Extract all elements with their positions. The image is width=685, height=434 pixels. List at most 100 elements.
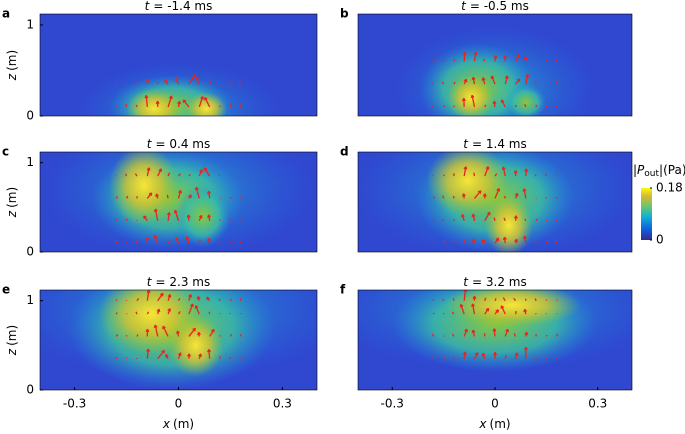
arrow-head (203, 167, 208, 171)
arrow (443, 356, 446, 360)
arrow-head (492, 328, 497, 332)
arrow-head (200, 96, 204, 100)
x-tick-label: 0.3 (273, 397, 292, 411)
y-tick-label: 0 (26, 109, 34, 123)
arrow (441, 298, 445, 302)
arrow-head (502, 236, 507, 241)
arrow-head (500, 305, 505, 309)
arrow (203, 167, 211, 177)
arrow (115, 299, 118, 302)
field (505, 84, 547, 116)
arrow-head (145, 328, 150, 333)
arrow-head (461, 97, 466, 102)
arrow (239, 241, 242, 244)
arrow-head (524, 168, 529, 172)
arrow (154, 235, 159, 244)
arrow (500, 99, 506, 108)
arrow-head (167, 294, 172, 298)
arrow (463, 52, 466, 62)
arrow (453, 81, 456, 85)
arrow (177, 173, 182, 177)
arrow (493, 217, 496, 221)
arrow-head (485, 166, 490, 170)
arrow (555, 219, 558, 222)
panel-label: c (2, 145, 9, 159)
arrow (442, 195, 445, 199)
arrow-head (173, 209, 178, 214)
x-axis-label: x (m) (162, 417, 194, 431)
arrow (229, 298, 233, 302)
arrow-head (516, 54, 520, 58)
heatmap (358, 290, 632, 390)
panel-title: t = -0.5 ms (461, 0, 529, 13)
field (443, 290, 581, 328)
arrow-head (176, 330, 180, 334)
arrow-head (461, 193, 466, 197)
title-var: t (463, 137, 469, 151)
arrow-head (196, 296, 201, 300)
arrow (442, 218, 445, 222)
arrow-head (514, 238, 518, 243)
arrow (484, 297, 487, 301)
xlabel-text: (m) (490, 417, 511, 431)
arrow (218, 298, 221, 302)
arrow (471, 95, 476, 108)
arrow (556, 174, 558, 177)
arrow-head (495, 309, 499, 313)
y-tick-label: 1 (26, 155, 34, 169)
panel-label: f (340, 283, 346, 297)
arrow-head (155, 193, 159, 197)
arrow (514, 310, 517, 315)
arrow (146, 348, 149, 359)
arrow (443, 240, 446, 244)
arrow (188, 327, 196, 337)
ylabel-text: (m) (5, 187, 19, 208)
arrow-head (206, 190, 211, 195)
arrow-head (462, 51, 467, 56)
arrow (229, 196, 232, 199)
cb-pre: | (633, 163, 637, 177)
arrow (453, 59, 456, 62)
arrow-head (195, 76, 199, 81)
arrow (188, 173, 191, 177)
arrow (545, 104, 548, 108)
arrow (229, 312, 231, 315)
arrow (494, 298, 497, 301)
arrow (555, 58, 558, 62)
panel-label: b (340, 7, 349, 21)
arrow (441, 81, 445, 85)
arrow-head (174, 77, 179, 82)
arrow-head (155, 100, 160, 105)
arrow-head (514, 192, 519, 197)
arrow (545, 240, 549, 244)
x-tick-label: -0.3 (63, 397, 86, 411)
arrow (177, 311, 181, 315)
arrow (228, 218, 231, 222)
arrow (432, 218, 435, 221)
arrow (500, 305, 506, 315)
arrow (524, 218, 527, 222)
arrow (443, 174, 445, 177)
cb-var: P (637, 163, 645, 177)
arrow-head (523, 56, 528, 60)
arrow (451, 333, 455, 337)
title-var: t (463, 275, 469, 289)
cb-post: |(Pa) (659, 163, 685, 177)
arrow-head (471, 76, 476, 81)
arrow-head (145, 237, 150, 241)
arrow-head (471, 329, 476, 334)
arrow (134, 173, 138, 177)
arrow-head (492, 100, 497, 105)
arrow-head (188, 194, 192, 198)
arrow (188, 74, 196, 85)
title-text: = 1.4 ms (472, 137, 527, 151)
arrow-head (463, 78, 468, 83)
arrow (125, 195, 129, 199)
arrow-head (186, 214, 191, 218)
arrow-head (182, 99, 187, 103)
arrow (443, 105, 446, 108)
arrow-head (198, 353, 202, 357)
arrow-head (471, 213, 476, 218)
arrow (154, 208, 159, 221)
arrow-head (188, 294, 193, 298)
